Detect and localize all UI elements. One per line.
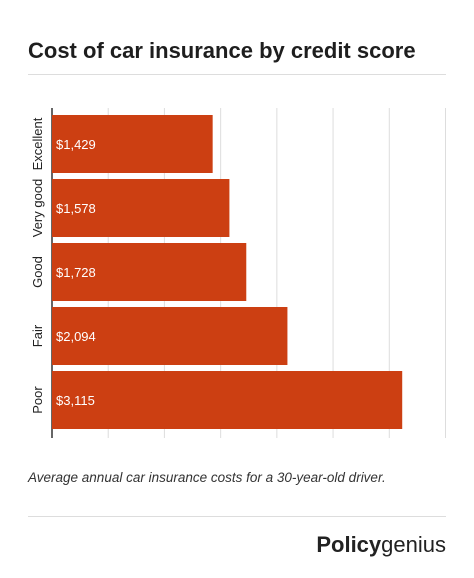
chart-title: Cost of car insurance by credit score [28,38,416,63]
bar-value-label: $1,728 [56,265,96,280]
logo-text-bold: Policy [316,532,382,557]
bar-chart: $1,429 $1,578 $1,728 $2,094 $3,115 Excellent… [30,108,446,438]
category-label: Good [30,256,45,288]
bar-value-label: $2,094 [56,329,96,344]
bar-very-good [52,179,230,237]
bar-fair [52,307,288,365]
footer-divider [28,516,446,517]
bar-excellent [52,115,213,173]
bar-value-label: $1,429 [56,137,96,152]
logo-text-light: genius [381,532,446,557]
category-label: Very good [30,179,45,238]
bar-poor [52,371,403,429]
bar-value-label: $1,578 [56,201,96,216]
title-divider [28,74,446,75]
bar-value-label: $3,115 [56,393,95,408]
bar-good [52,243,247,301]
category-label: Poor [30,386,45,414]
category-label: Fair [30,324,45,347]
policygenius-logo: Policygenius [316,532,446,558]
chart-caption: Average annual car insurance costs for a… [28,470,386,485]
category-label: Excellent [30,117,45,170]
